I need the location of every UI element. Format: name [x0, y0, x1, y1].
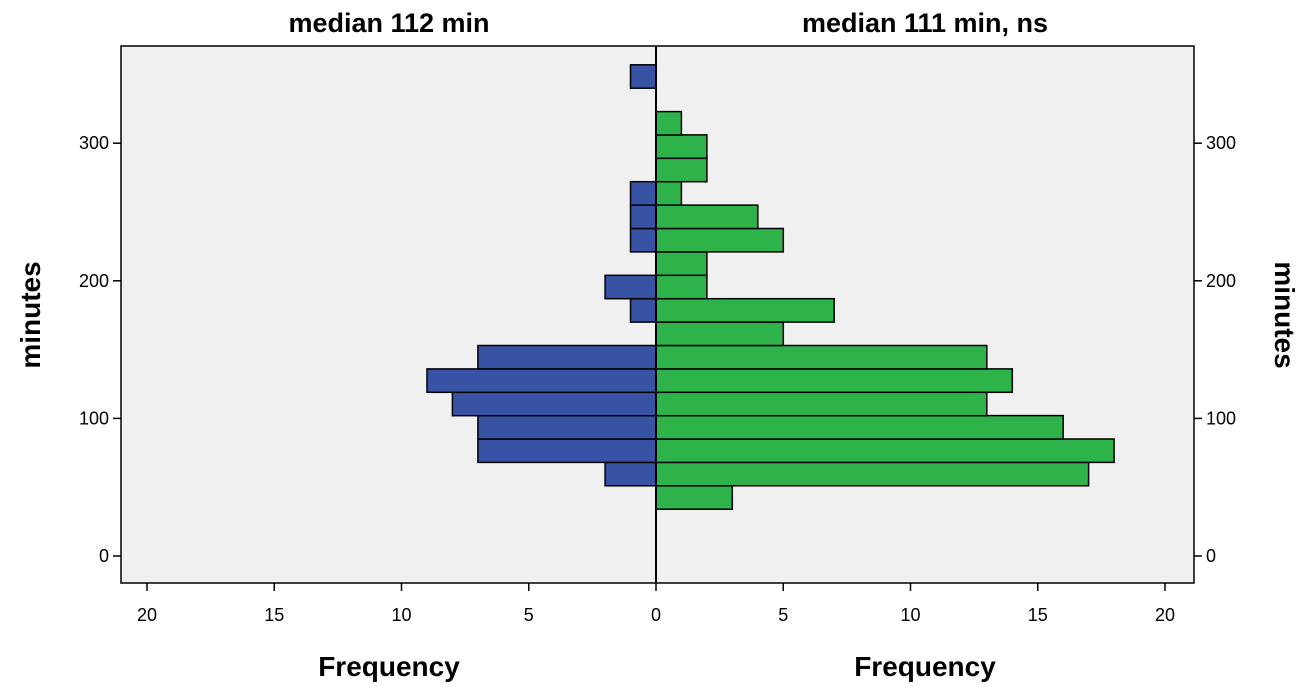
- left-y-tick-label: 100: [79, 408, 109, 428]
- left-bar: [629, 227, 657, 253]
- right-y-tick-label: 100: [1206, 408, 1236, 428]
- left-bar: [604, 274, 657, 300]
- right-y-tick-label: 300: [1206, 133, 1236, 153]
- left-x-tick-label: 5: [524, 605, 534, 625]
- left-y-tick-label: 200: [79, 271, 109, 291]
- left-y-axis-label: minutes: [15, 261, 46, 368]
- left-y-tick-label: 0: [99, 546, 109, 566]
- right-bar: [655, 274, 708, 300]
- left-x-tick-label: 0: [651, 605, 661, 625]
- right-bar: [655, 461, 1090, 487]
- left-bar: [629, 297, 657, 323]
- right-x-ticks: 5 10 15 20: [778, 583, 1175, 625]
- right-y-tick-label: 200: [1206, 271, 1236, 291]
- left-bar: [451, 391, 657, 417]
- left-x-axis-label: Frequency: [318, 651, 460, 682]
- right-bar: [655, 204, 759, 230]
- left-bar: [426, 368, 657, 394]
- left-x-ticks: 20 15 10 5 0: [137, 583, 661, 625]
- left-x-tick-label: 15: [264, 605, 284, 625]
- right-y-axis-label: minutes: [1269, 261, 1300, 368]
- right-x-tick-label: 5: [778, 605, 788, 625]
- left-y-ticks: 0 100 200 300: [79, 133, 121, 566]
- right-bar: [655, 368, 1014, 394]
- left-bar: [629, 180, 657, 206]
- left-bar: [604, 461, 657, 487]
- right-bar: [655, 391, 988, 417]
- right-panel-title: median 111 min, ns: [802, 8, 1048, 38]
- right-bar: [655, 344, 988, 370]
- right-bar: [655, 297, 835, 323]
- left-x-tick-label: 10: [391, 605, 411, 625]
- right-bar: [655, 321, 785, 347]
- right-bar: [655, 157, 708, 183]
- right-bar: [655, 251, 708, 277]
- right-bar: [655, 485, 734, 510]
- right-bar: [655, 227, 785, 253]
- left-bar: [477, 344, 657, 370]
- right-bar: [655, 110, 683, 136]
- right-bar: [655, 414, 1064, 440]
- left-panel-title: median 112 min: [288, 8, 489, 38]
- right-bar: [655, 134, 708, 160]
- right-x-tick-label: 10: [900, 605, 920, 625]
- right-y-ticks: 0 100 200 300: [1194, 133, 1236, 566]
- left-bar: [477, 414, 657, 440]
- right-bar: [655, 438, 1115, 464]
- left-x-tick-label: 20: [137, 605, 157, 625]
- right-y-tick-label: 0: [1206, 546, 1216, 566]
- right-bar: [655, 180, 683, 206]
- left-bar: [477, 438, 657, 464]
- right-x-axis-label: Frequency: [854, 651, 996, 682]
- left-bar: [629, 204, 657, 230]
- right-x-tick-label: 15: [1028, 605, 1048, 625]
- right-x-tick-label: 20: [1155, 605, 1175, 625]
- left-bar: [629, 64, 657, 89]
- left-y-tick-label: 300: [79, 133, 109, 153]
